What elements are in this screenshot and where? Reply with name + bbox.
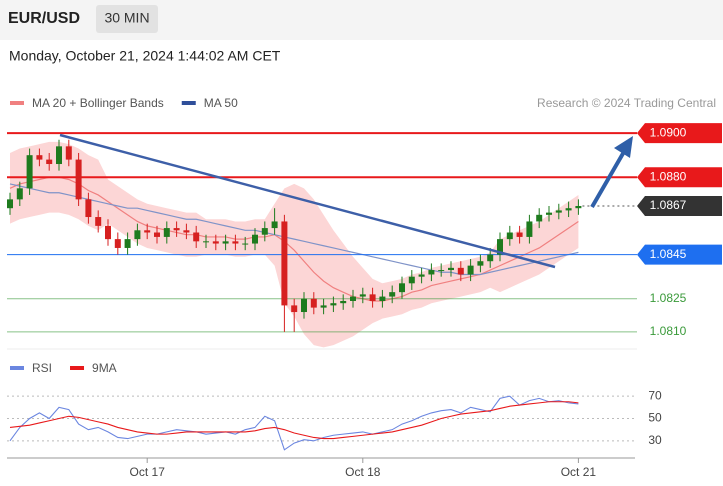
candle-body: [291, 305, 298, 313]
candle-body: [565, 208, 572, 211]
y-tick-label: 30: [648, 433, 662, 447]
candle-body: [330, 303, 337, 306]
ma-line: [9, 176, 579, 302]
candle-body: [408, 276, 415, 284]
level-label: 1.0810: [650, 324, 687, 338]
candle-body: [261, 228, 268, 235]
ma-line: [9, 183, 579, 276]
candle-body: [438, 270, 445, 272]
candle-body: [389, 292, 396, 297]
candle-body: [232, 241, 239, 244]
candle-body: [26, 155, 33, 189]
candle-body: [7, 199, 13, 209]
candle-body: [350, 296, 356, 301]
level-label: 1.0825: [650, 291, 687, 305]
x-tick-label: Oct 18: [345, 465, 381, 479]
candle-body: [271, 221, 278, 229]
candle-body: [183, 230, 190, 233]
candle-body: [320, 305, 327, 308]
candle-body: [428, 270, 435, 275]
candle-body: [144, 230, 151, 233]
candle-body: [154, 232, 160, 237]
candle-body: [536, 214, 543, 222]
candle-body: [222, 241, 229, 244]
candle-body: [359, 294, 366, 297]
level-tag: [637, 167, 722, 188]
level-label: 1.0900: [650, 125, 687, 139]
candle-body: [203, 241, 209, 243]
candle-body: [114, 239, 121, 248]
candle-body: [526, 221, 533, 237]
symbol: EUR/USD: [8, 10, 80, 27]
candle-body: [457, 267, 464, 275]
candle-body: [193, 232, 200, 242]
rsi-line: [9, 395, 579, 451]
x-tick-label: Oct 17: [130, 465, 166, 479]
candle-body: [75, 159, 82, 200]
rsi-line: [9, 401, 579, 440]
candle-body: [477, 261, 484, 266]
level-tag: [637, 123, 722, 144]
candle-body: [173, 228, 180, 231]
level-tag: [637, 244, 722, 265]
candle-body: [418, 274, 425, 277]
current-price-label: 1.0867: [650, 198, 687, 212]
candle-body: [252, 234, 258, 244]
candle-body: [399, 283, 405, 293]
candle-body: [105, 225, 111, 240]
legend-label: MA 20 + Bollinger Bands: [32, 96, 164, 110]
interval-pill[interactable]: [96, 5, 158, 33]
candle-body: [65, 146, 72, 160]
legend-swatch: [10, 366, 24, 370]
forecast-arrow: [590, 148, 627, 209]
candle-body: [46, 159, 53, 165]
candle-body: [310, 298, 317, 308]
datetime: Monday, October 21, 2024 1:44:02 AM CET: [9, 48, 281, 64]
candle-body: [163, 228, 170, 237]
current-price-tag: [637, 195, 722, 216]
candle-body: [134, 230, 141, 240]
candle-body: [546, 212, 552, 215]
level-label: 1.0880: [650, 169, 687, 183]
source: Research © 2024 Trading Central: [537, 96, 716, 110]
legend-label: MA 50: [204, 96, 238, 110]
trendline: [59, 133, 556, 269]
legend-label: RSI: [32, 361, 52, 375]
legend-swatch: [181, 101, 196, 105]
legend-swatch: [10, 101, 24, 105]
candle-body: [555, 210, 562, 213]
candle-body: [575, 205, 582, 209]
candle-body: [369, 294, 376, 301]
candle-body: [95, 217, 102, 226]
candle-body: [301, 298, 307, 313]
candle-body: [487, 254, 494, 262]
x-tick-label: Oct 21: [561, 465, 597, 479]
candle-body: [506, 232, 513, 240]
candle-body: [281, 221, 288, 306]
legend-swatch: [70, 366, 85, 370]
candle-body: [212, 241, 219, 244]
y-tick-label: 50: [648, 411, 662, 425]
candle-body: [516, 232, 523, 237]
candle-body: [36, 155, 43, 160]
level-label: 1.0845: [650, 247, 687, 261]
candle-body: [124, 239, 131, 248]
bollinger-band: [10, 141, 579, 348]
arrow-head: [614, 136, 633, 158]
candle-body: [497, 239, 503, 255]
candle-body: [85, 199, 92, 218]
candle-body: [56, 146, 62, 165]
candle-body: [340, 300, 347, 304]
candle-body: [448, 267, 454, 271]
legend-label: 9MA: [92, 361, 117, 375]
candle-body: [467, 265, 474, 275]
interval[interactable]: 30 MIN: [104, 10, 149, 26]
candle-body: [242, 243, 249, 245]
candle-body: [379, 296, 386, 301]
y-tick-label: 70: [648, 388, 662, 402]
candle-body: [16, 188, 23, 200]
